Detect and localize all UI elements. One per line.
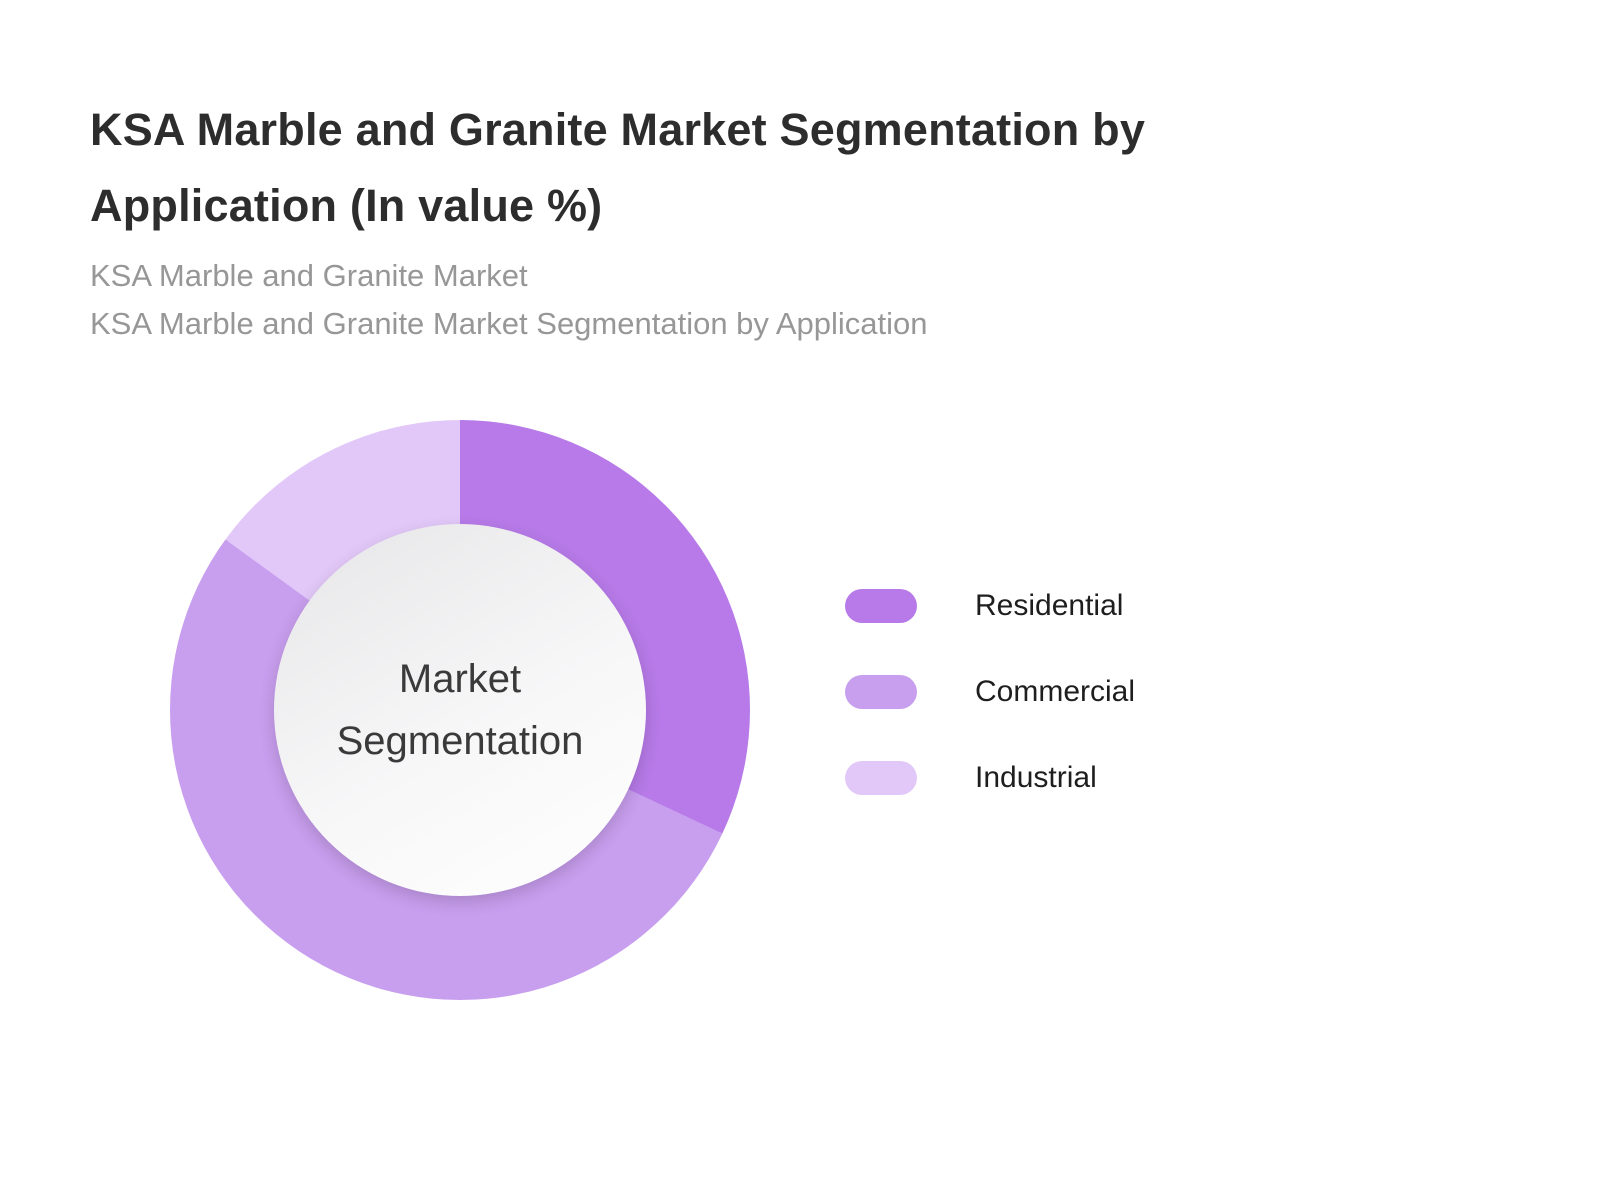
legend-swatch [845,761,917,795]
legend-item-commercial: Commercial [845,674,1135,710]
donut-chart: Market Segmentation [170,420,750,1000]
legend-swatch [845,675,917,709]
legend-label: Commercial [975,675,1136,708]
legend-label: Industrial [975,761,1097,794]
legend-item-industrial: Industrial [845,760,1135,796]
subtitle-line-2: KSA Marble and Granite Market Segmentati… [90,306,928,341]
page-title: KSA Marble and Granite Market Segmentati… [90,104,1146,232]
donut-center: Market Segmentation [274,524,646,896]
subtitle-line-1: KSA Marble and Granite Market [90,258,528,293]
legend-label: Residential [975,589,1124,622]
legend-swatch [845,589,917,623]
donut-center-label-line-2: Segmentation [336,719,584,763]
chart-legend: Residential Commercial Industrial [845,588,1135,796]
chart-subtitle: KSA Marble and Granite Market KSA Marble… [90,252,927,348]
donut-center-label-line-1: Market [398,657,522,701]
legend-item-residential: Residential [845,588,1135,624]
